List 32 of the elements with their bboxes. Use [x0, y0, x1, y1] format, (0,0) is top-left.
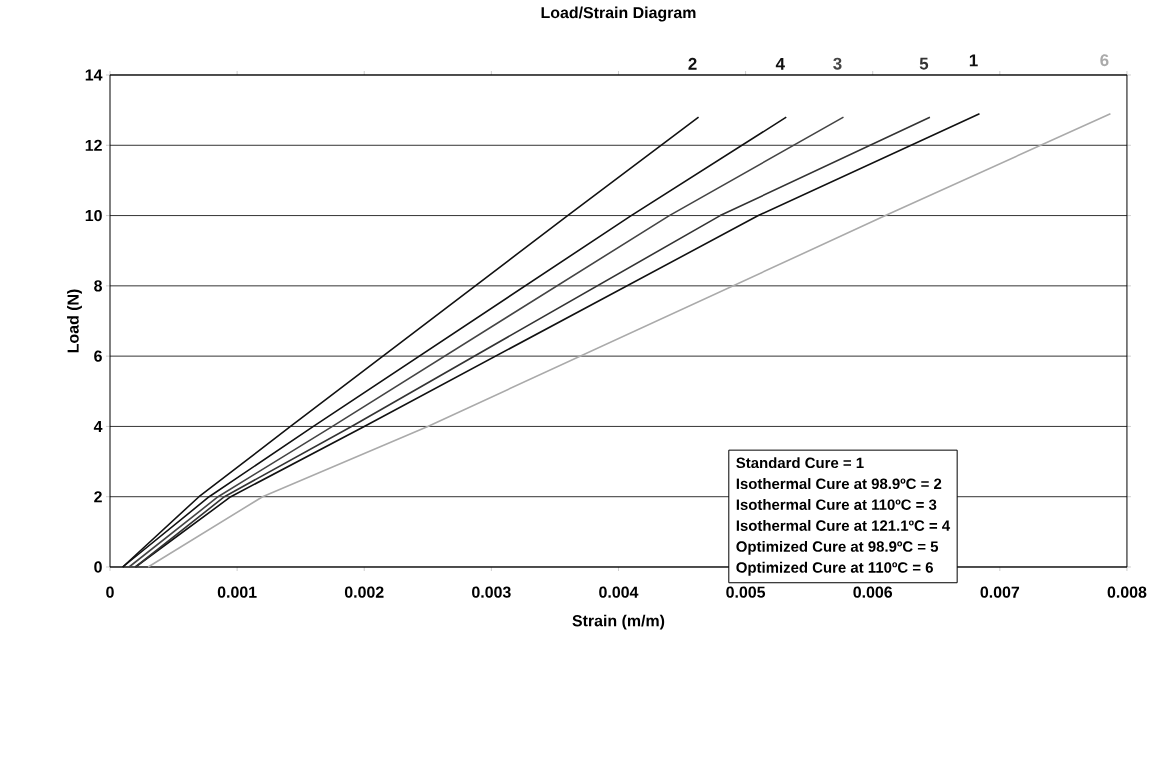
x-tick-label: 0.004 [599, 586, 639, 598]
text: 5 [919, 57, 929, 70]
y-tick-label: 2 [94, 491, 102, 503]
text: 2 [688, 57, 697, 70]
annotation: Isothermal Cure at 98.9ºC = 2 [736, 478, 942, 490]
x-tick-label: 0 [106, 586, 114, 598]
text: 3 [833, 57, 842, 70]
annotation: Isothermal Cure at 110ºC = 3 [736, 499, 937, 511]
y-tick-label: 12 [85, 139, 102, 151]
x-tick-label: 0.003 [472, 586, 511, 598]
x-tick-label: 0.001 [217, 586, 257, 598]
x-tick-label: 0.007 [980, 586, 1020, 598]
chart-title: Load/Strain Diagram [541, 6, 696, 22]
y-tick-label: 0 [94, 561, 102, 573]
y-tick-label: 10 [85, 209, 102, 222]
x-axis-title: Strain (m/m) [572, 614, 665, 630]
annotation: Optimized Cure at 110ºC = 6 [736, 561, 933, 576]
x-tick-label: 0.008 [1107, 586, 1147, 598]
annotation: Isothermal Cure at 121.1ºC = 4 [736, 519, 951, 531]
y-tick-label: 4 [93, 420, 103, 432]
text: 1 [969, 54, 978, 67]
annotation: Optimized Cure at 98.9ºC = 5 [736, 540, 939, 555]
x-tick-label: 0.002 [344, 586, 384, 598]
annotation: Standard Cure = 1 [736, 457, 864, 469]
y-axis-title: Load (N) [67, 289, 82, 353]
x-tick-label: 0.006 [853, 586, 893, 598]
y-tick-label: 6 [94, 350, 102, 362]
y-tick-label: 14 [85, 69, 103, 81]
x-tick-label: 0.005 [726, 586, 766, 598]
y-tick-label: 8 [94, 280, 102, 292]
text: 6 [1100, 54, 1109, 67]
text: 4 [775, 57, 785, 70]
